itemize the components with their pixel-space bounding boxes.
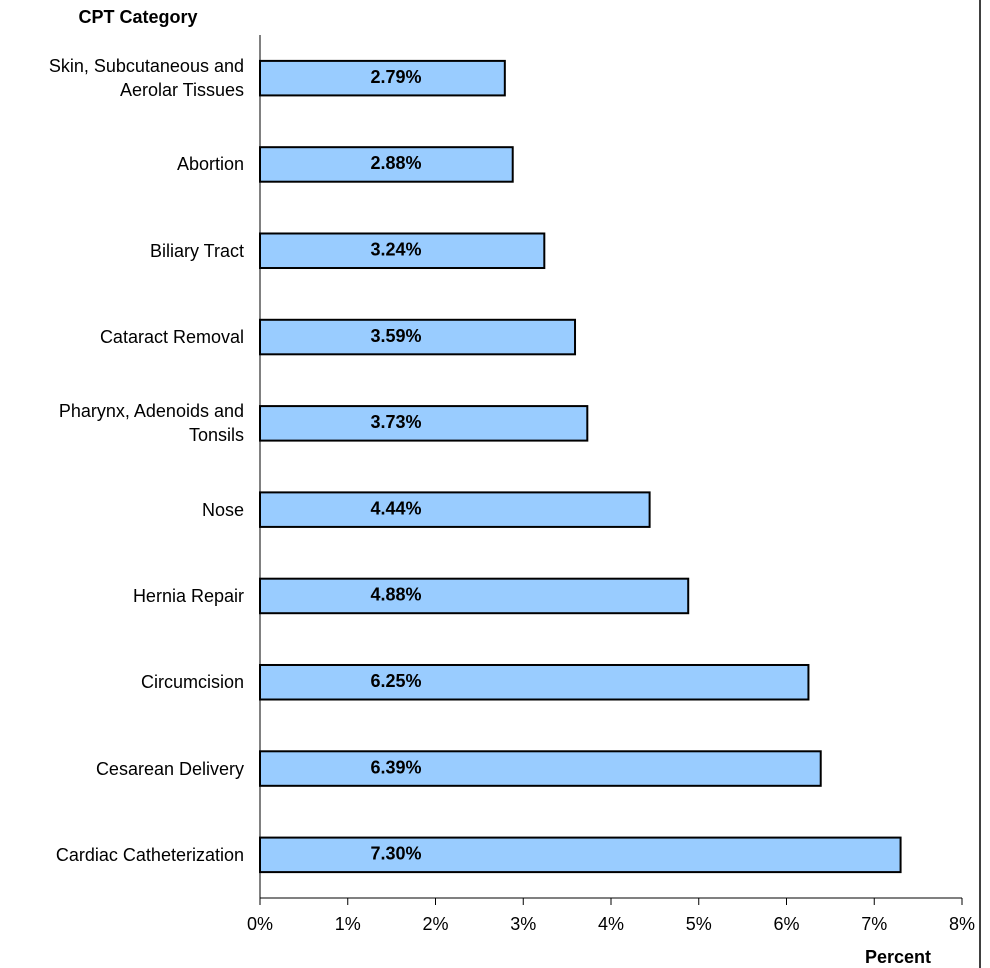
x-tick-label: 3%	[510, 914, 536, 934]
y-tick-label: Circumcision	[140, 672, 244, 693]
bar	[259, 405, 589, 442]
bar	[259, 663, 810, 701]
bar	[259, 146, 514, 183]
x-tick-label: 5%	[686, 914, 712, 934]
y-tick-label: Cesarean Delivery	[95, 758, 244, 779]
x-tick-label: 1%	[335, 914, 361, 934]
value-label: 6.25%	[370, 671, 421, 691]
bar	[259, 577, 690, 615]
y-tick-label: Cataract Removal	[99, 327, 244, 348]
x-axis-title: Percent	[865, 947, 931, 967]
bar	[259, 318, 577, 356]
value-label: 7.30%	[370, 844, 421, 864]
bar	[259, 750, 822, 787]
y-tick-label: Skin, Subcutaneous and Aerolar Tissues	[48, 56, 244, 101]
value-label: 3.59%	[370, 326, 421, 346]
y-tick-label: Cardiac Catheterization	[55, 844, 244, 865]
value-label: 6.39%	[370, 757, 421, 777]
y-tick-label: Hernia Repair	[132, 585, 244, 606]
x-tick-label: 4%	[598, 914, 624, 934]
value-label: 3.73%	[370, 412, 421, 432]
x-tick-label: 2%	[422, 914, 448, 934]
bar	[259, 232, 546, 270]
y-tick-label: Biliary Tract	[149, 240, 244, 261]
x-tick-label: 0%	[247, 914, 273, 934]
y-tick-label: Abortion	[176, 154, 244, 175]
x-tick-label: 8%	[949, 914, 975, 934]
value-label: 4.88%	[370, 585, 421, 605]
value-label: 4.44%	[370, 498, 421, 518]
value-label: 2.79%	[370, 67, 421, 87]
bar	[259, 491, 651, 528]
y-tick-label: Nose	[201, 499, 244, 520]
value-label: 3.24%	[370, 240, 421, 260]
y-tick-label: Pharynx, Adenoids and Tonsils	[58, 401, 244, 446]
value-label: 2.88%	[370, 153, 421, 173]
bar	[259, 59, 506, 97]
bar	[259, 836, 902, 874]
y-axis-title: CPT Category	[78, 7, 197, 27]
x-tick-label: 6%	[773, 914, 799, 934]
x-tick-label: 7%	[861, 914, 887, 934]
